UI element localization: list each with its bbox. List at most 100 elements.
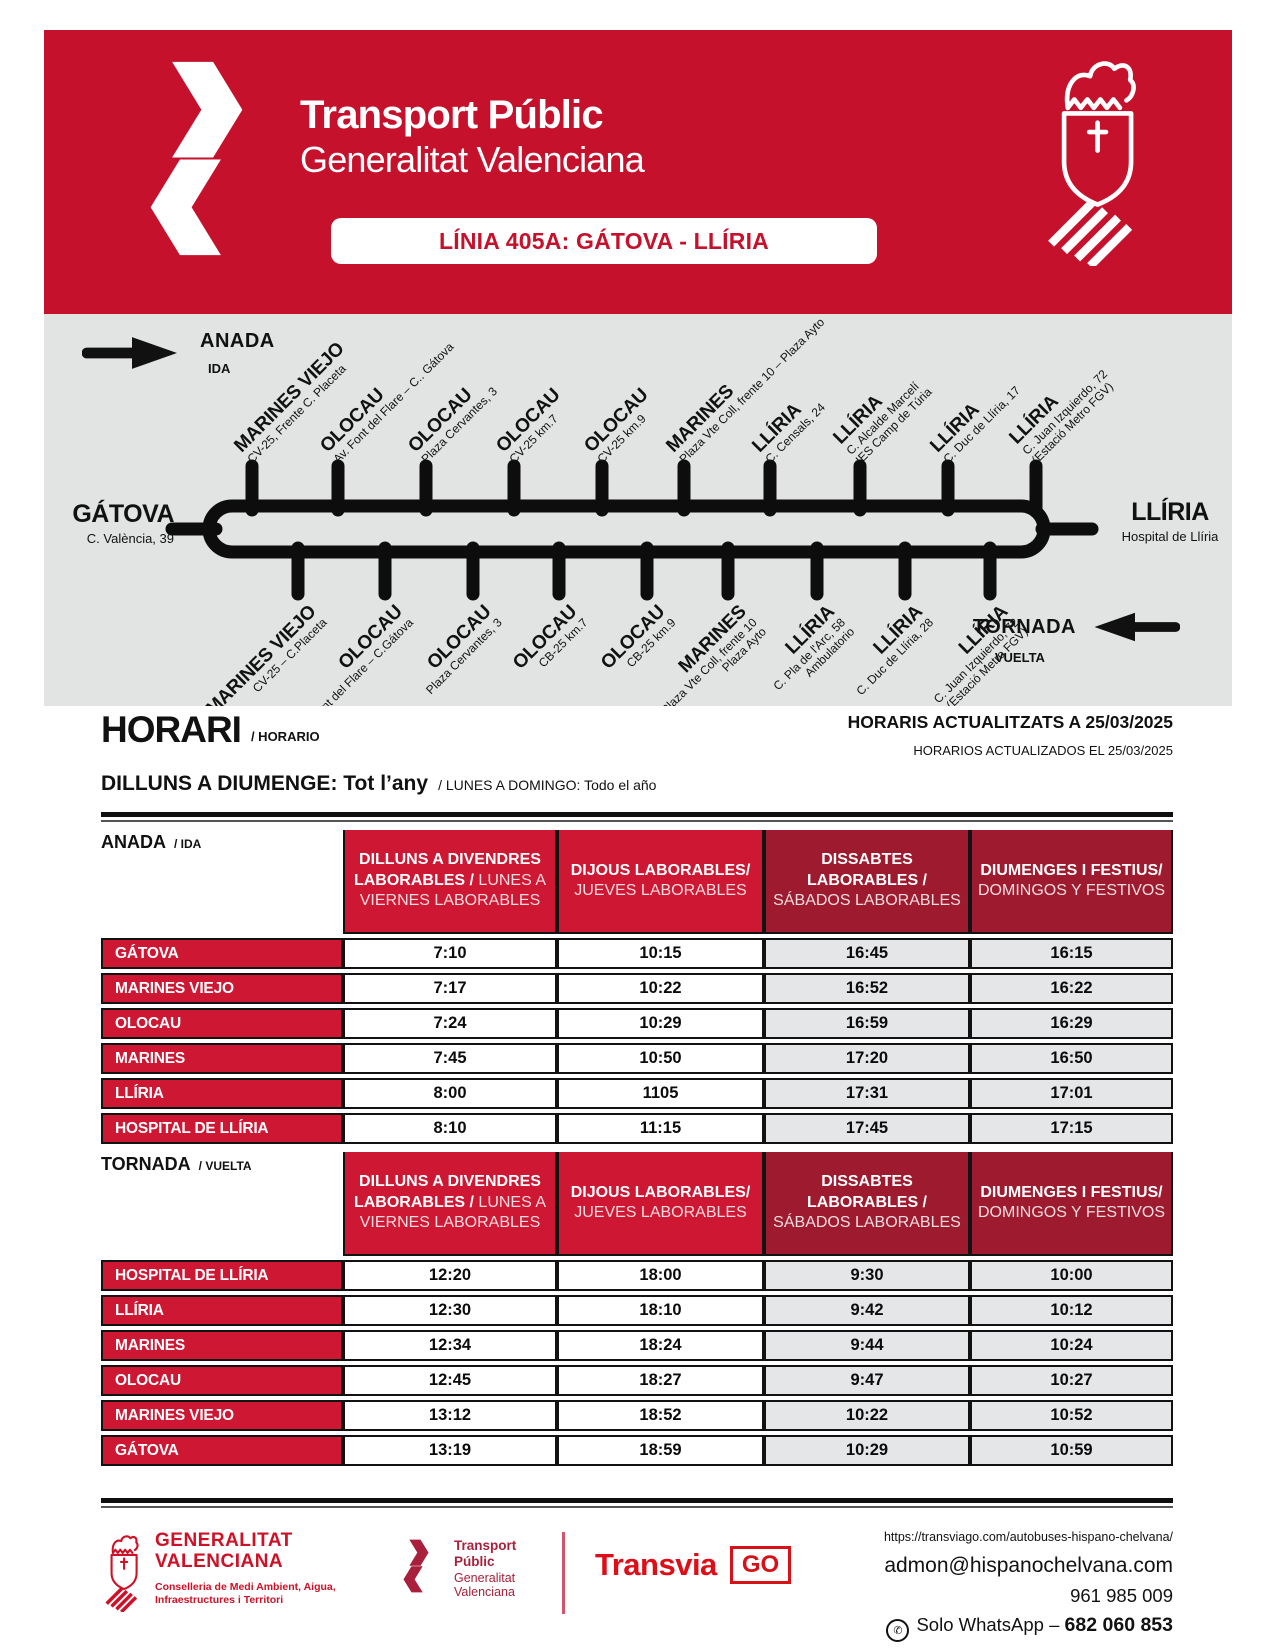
footer-rule bbox=[101, 1498, 1173, 1508]
brand-block: Transport Públic Generalitat Valenciana bbox=[300, 93, 645, 179]
time-cell: 13:19 bbox=[343, 1435, 557, 1466]
column-header-saturdays: DISSABTES LABORABLES / SÁBADOS LABORABLE… bbox=[764, 1152, 970, 1256]
route-diagram: ANADA IDA TORNADA VUELTA GÁTOVA C. Valèn… bbox=[44, 314, 1232, 706]
time-cell: 12:30 bbox=[343, 1295, 557, 1326]
time-cell: 9:44 bbox=[764, 1330, 970, 1361]
anada-table-label: ANADA / IDA bbox=[101, 832, 202, 852]
time-cell: 18:52 bbox=[557, 1400, 764, 1431]
time-cell: 11:15 bbox=[557, 1113, 764, 1144]
section-rule bbox=[101, 812, 1173, 822]
gva-coat-of-arms-icon bbox=[1048, 61, 1136, 266]
go-badge: GO bbox=[729, 1546, 792, 1584]
column-header-weekdays: DILLUNS A DIVENDRES LABORABLES / LUNES A… bbox=[343, 830, 557, 934]
stop-cell: MARINES bbox=[101, 1043, 343, 1074]
time-cell: 7:10 bbox=[343, 938, 557, 969]
tornada-sublabel: VUELTA bbox=[994, 650, 1045, 665]
tornada-table-label: TORNADA / VUELTA bbox=[101, 1154, 252, 1174]
column-header-thursdays: DIJOUS LABORABLES/ JUEVES LABORABLES bbox=[557, 830, 764, 934]
time-cell: 12:45 bbox=[343, 1365, 557, 1396]
contact-block: https://transviago.com/autobuses-hispano… bbox=[884, 1530, 1173, 1642]
schedule-title: HORARI bbox=[101, 709, 242, 750]
time-cell: 7:17 bbox=[343, 973, 557, 1004]
terminus-origin: GÁTOVA C. València, 39 bbox=[58, 500, 174, 547]
stop-cell: HOSPITAL DE LLÍRIA bbox=[101, 1260, 343, 1291]
schedule-title-sub: / HORARIO bbox=[250, 729, 320, 745]
service-period-sub: / LUNES A DOMINGO: Todo el año bbox=[438, 777, 657, 793]
time-cell: 18:59 bbox=[557, 1435, 764, 1466]
column-header-sundays: DIUMENGES I FESTIUS/ DOMINGOS Y FESTIVOS bbox=[970, 830, 1173, 934]
transport-public-footer-text: Transport Públic Generalitat Valenciana bbox=[454, 1538, 544, 1600]
time-cell: 12:20 bbox=[343, 1260, 557, 1291]
anada-sublabel: IDA bbox=[208, 361, 231, 376]
time-cell: 10:22 bbox=[557, 973, 764, 1004]
stop-cell: OLOCAU bbox=[101, 1008, 343, 1039]
whatsapp-line[interactable]: ✆ Solo WhatsApp – 682 060 853 bbox=[884, 1614, 1173, 1642]
time-cell: 9:30 bbox=[764, 1260, 970, 1291]
line-badge: LÍNIA 405A: GÁTOVA - LLÍRIA bbox=[331, 218, 877, 264]
stop-cell: MARINES VIEJO bbox=[101, 1400, 343, 1431]
time-cell: 10:22 bbox=[764, 1400, 970, 1431]
time-cell: 18:24 bbox=[557, 1330, 764, 1361]
origin-name: GÁTOVA bbox=[72, 500, 174, 528]
destination-name: LLÍRIA bbox=[1131, 498, 1209, 526]
time-cell: 10:29 bbox=[557, 1008, 764, 1039]
updated-date-es: HORARIOS ACTUALIZADOS EL 25/03/2025 bbox=[913, 743, 1173, 758]
time-cell: 18:10 bbox=[557, 1295, 764, 1326]
stop-cell: HOSPITAL DE LLÍRIA bbox=[101, 1113, 343, 1144]
brand-title: Transport Públic bbox=[300, 93, 604, 137]
route-line bbox=[165, 459, 1099, 601]
time-cell: 10:27 bbox=[970, 1365, 1173, 1396]
time-cell: 16:15 bbox=[970, 938, 1173, 969]
column-header-thursdays: DIJOUS LABORABLES/ JUEVES LABORABLES bbox=[557, 1152, 764, 1256]
direction-tornada: TORNADA VUELTA bbox=[973, 610, 1180, 665]
time-cell: 17:15 bbox=[970, 1113, 1173, 1144]
anada-label: ANADA bbox=[200, 330, 275, 352]
transvia-brand: Transvia bbox=[595, 1547, 717, 1582]
time-cell: 17:45 bbox=[764, 1113, 970, 1144]
time-cell: 16:50 bbox=[970, 1043, 1173, 1074]
stop-cell: GÁTOVA bbox=[101, 938, 343, 969]
gva-department: Conselleria de Medi Ambient, Aigua, Infr… bbox=[155, 1580, 336, 1607]
phone-number: 961 985 009 bbox=[1070, 1585, 1173, 1606]
stop-cell: MARINES VIEJO bbox=[101, 973, 343, 1004]
time-cell: 10:59 bbox=[970, 1435, 1173, 1466]
time-cell: 10:12 bbox=[970, 1295, 1173, 1326]
stop-cell: GÁTOVA bbox=[101, 1435, 343, 1466]
tp-title: Transport Públic bbox=[454, 1538, 517, 1569]
time-cell: 1105 bbox=[557, 1078, 764, 1109]
stop-cell: LLÍRIA bbox=[101, 1295, 343, 1326]
time-cell: 9:42 bbox=[764, 1295, 970, 1326]
time-cell: 8:10 bbox=[343, 1113, 557, 1144]
anada-table: ANADA / IDA DILLUNS A DIVENDRES LABORABL… bbox=[101, 830, 1173, 1144]
column-header-sundays: DIUMENGES I FESTIUS/ DOMINGOS Y FESTIVOS bbox=[970, 1152, 1173, 1256]
updated-date-ca: HORARIS ACTUALITZATS A 25/03/2025 bbox=[847, 712, 1173, 732]
column-header-saturdays: DISSABTES LABORABLES / SÁBADOS LABORABLE… bbox=[764, 830, 970, 934]
page-footer: GENERALITAT VALENCIANA Conselleria de Me… bbox=[101, 1498, 1173, 1642]
time-cell: 10:50 bbox=[557, 1043, 764, 1074]
transport-public-logo-icon bbox=[150, 61, 243, 256]
time-cell: 16:45 bbox=[764, 938, 970, 969]
time-cell: 10:00 bbox=[970, 1260, 1173, 1291]
tp-subtitle: Generalitat Valenciana bbox=[454, 1571, 516, 1600]
website-link[interactable]: https://transviago.com/autobuses-hispano… bbox=[883, 1530, 1173, 1544]
time-cell: 16:29 bbox=[970, 1008, 1173, 1039]
service-period: DILLUNS A DIUMENGE: Tot l’any bbox=[101, 772, 429, 795]
time-cell: 18:27 bbox=[557, 1365, 764, 1396]
email-link[interactable]: admon@hispanochelvana.com bbox=[884, 1554, 1173, 1577]
tornada-table: TORNADA / VUELTA DILLUNS A DIVENDRES LAB… bbox=[101, 1152, 1173, 1466]
destination-detail: Hospital de Llíria bbox=[1121, 529, 1219, 544]
time-cell: 16:59 bbox=[764, 1008, 970, 1039]
stop-cell: MARINES bbox=[101, 1330, 343, 1361]
whatsapp-label: Solo WhatsApp – bbox=[916, 1614, 1060, 1635]
terminus-destination: LLÍRIA Hospital de Llíria bbox=[1100, 498, 1232, 545]
operator-logo: Transvia GO bbox=[595, 1546, 792, 1584]
stop-cell: LLÍRIA bbox=[101, 1078, 343, 1109]
time-cell: 17:31 bbox=[764, 1078, 970, 1109]
page-header: Transport Públic Generalitat Valenciana … bbox=[44, 30, 1232, 314]
time-cell: 12:34 bbox=[343, 1330, 557, 1361]
whatsapp-icon: ✆ bbox=[886, 1619, 910, 1642]
time-cell: 10:15 bbox=[557, 938, 764, 969]
time-cell: 8:00 bbox=[343, 1078, 557, 1109]
gva-name: GENERALITAT VALENCIANA bbox=[155, 1530, 293, 1573]
